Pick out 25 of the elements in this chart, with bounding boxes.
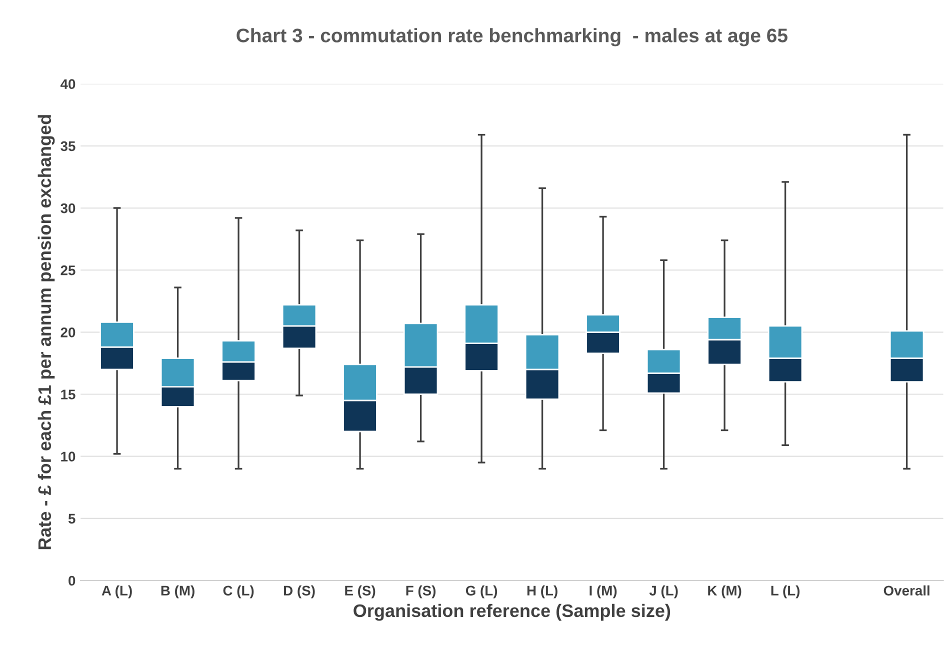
y-tick-label: 40	[60, 79, 76, 90]
y-tick-label: 35	[60, 141, 76, 152]
x-tick-label: H (L)	[527, 585, 558, 598]
x-tick-label: E (S)	[345, 585, 376, 598]
x-axis-title: Organisation reference (Sample size)	[354, 604, 670, 621]
x-tick-label: J (L)	[649, 585, 678, 598]
y-tick-label: 15	[61, 390, 76, 400]
x-tick-label: Overall	[884, 585, 930, 596]
x-tick-label: L (L)	[771, 585, 800, 598]
x-tick-label: K (M)	[708, 585, 742, 598]
y-tick-label: 25	[60, 265, 76, 276]
x-tick-label: A (L)	[102, 585, 132, 598]
x-tick-label: D (S)	[284, 585, 315, 598]
y-tick-label: 30	[60, 203, 76, 214]
chart-title: Chart 3 - commutation rate benchmarking - males at age 65	[236, 28, 788, 46]
y-tick-label: 0	[68, 576, 76, 586]
x-tick-label: G (L)	[466, 585, 498, 598]
x-tick-label: I (M)	[590, 585, 617, 598]
y-tick-label: 20	[60, 328, 76, 338]
x-tick-label: F (S)	[406, 585, 436, 598]
x-tick-label: C (L)	[223, 585, 254, 598]
y-tick-label: 10	[61, 452, 76, 462]
x-tick-label: B (M)	[161, 585, 194, 598]
y-axis-title: Rate - £ for each £1 per annum pension exchanged	[38, 115, 55, 550]
y-tick-label: 5	[68, 514, 76, 524]
